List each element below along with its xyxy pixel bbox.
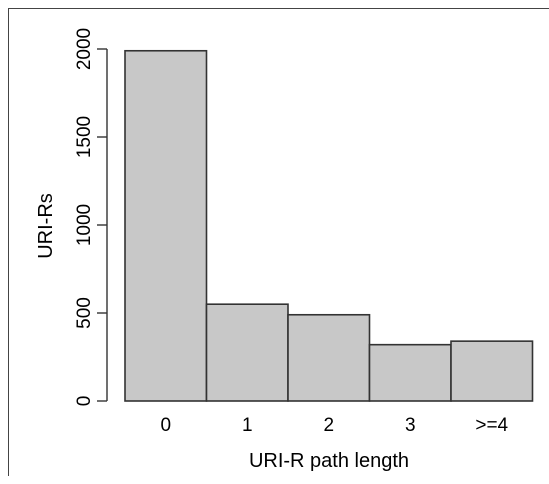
x-tick-label: 1 [242, 415, 253, 436]
y-tick-label: 1500 [74, 116, 95, 158]
bars-group [124, 49, 534, 402]
bar-2 [205, 303, 289, 402]
y-tick-label: 0 [74, 396, 95, 407]
frame-left-border [8, 8, 9, 476]
bar-3 [287, 313, 371, 402]
x-axis: 0 1 2 3 >=4 [160, 415, 508, 436]
frame-top-border [8, 8, 549, 9]
y-tick-label: 500 [74, 297, 95, 329]
y-tick-label: 2000 [74, 28, 95, 70]
x-tick-label: >=4 [475, 415, 508, 436]
x-tick-label: 3 [405, 415, 416, 436]
bar-1 [124, 49, 208, 402]
y-tick-label: 1000 [74, 204, 95, 246]
y-axis-label: URI-Rs [35, 193, 57, 259]
x-tick-label: 2 [323, 415, 334, 436]
y-axis: 0 500 1000 1500 2000 [74, 28, 108, 407]
bar-5 [450, 340, 534, 402]
bar-4 [368, 343, 452, 402]
x-tick-label: 0 [160, 415, 171, 436]
x-axis-label: URI-R path length [249, 450, 409, 472]
